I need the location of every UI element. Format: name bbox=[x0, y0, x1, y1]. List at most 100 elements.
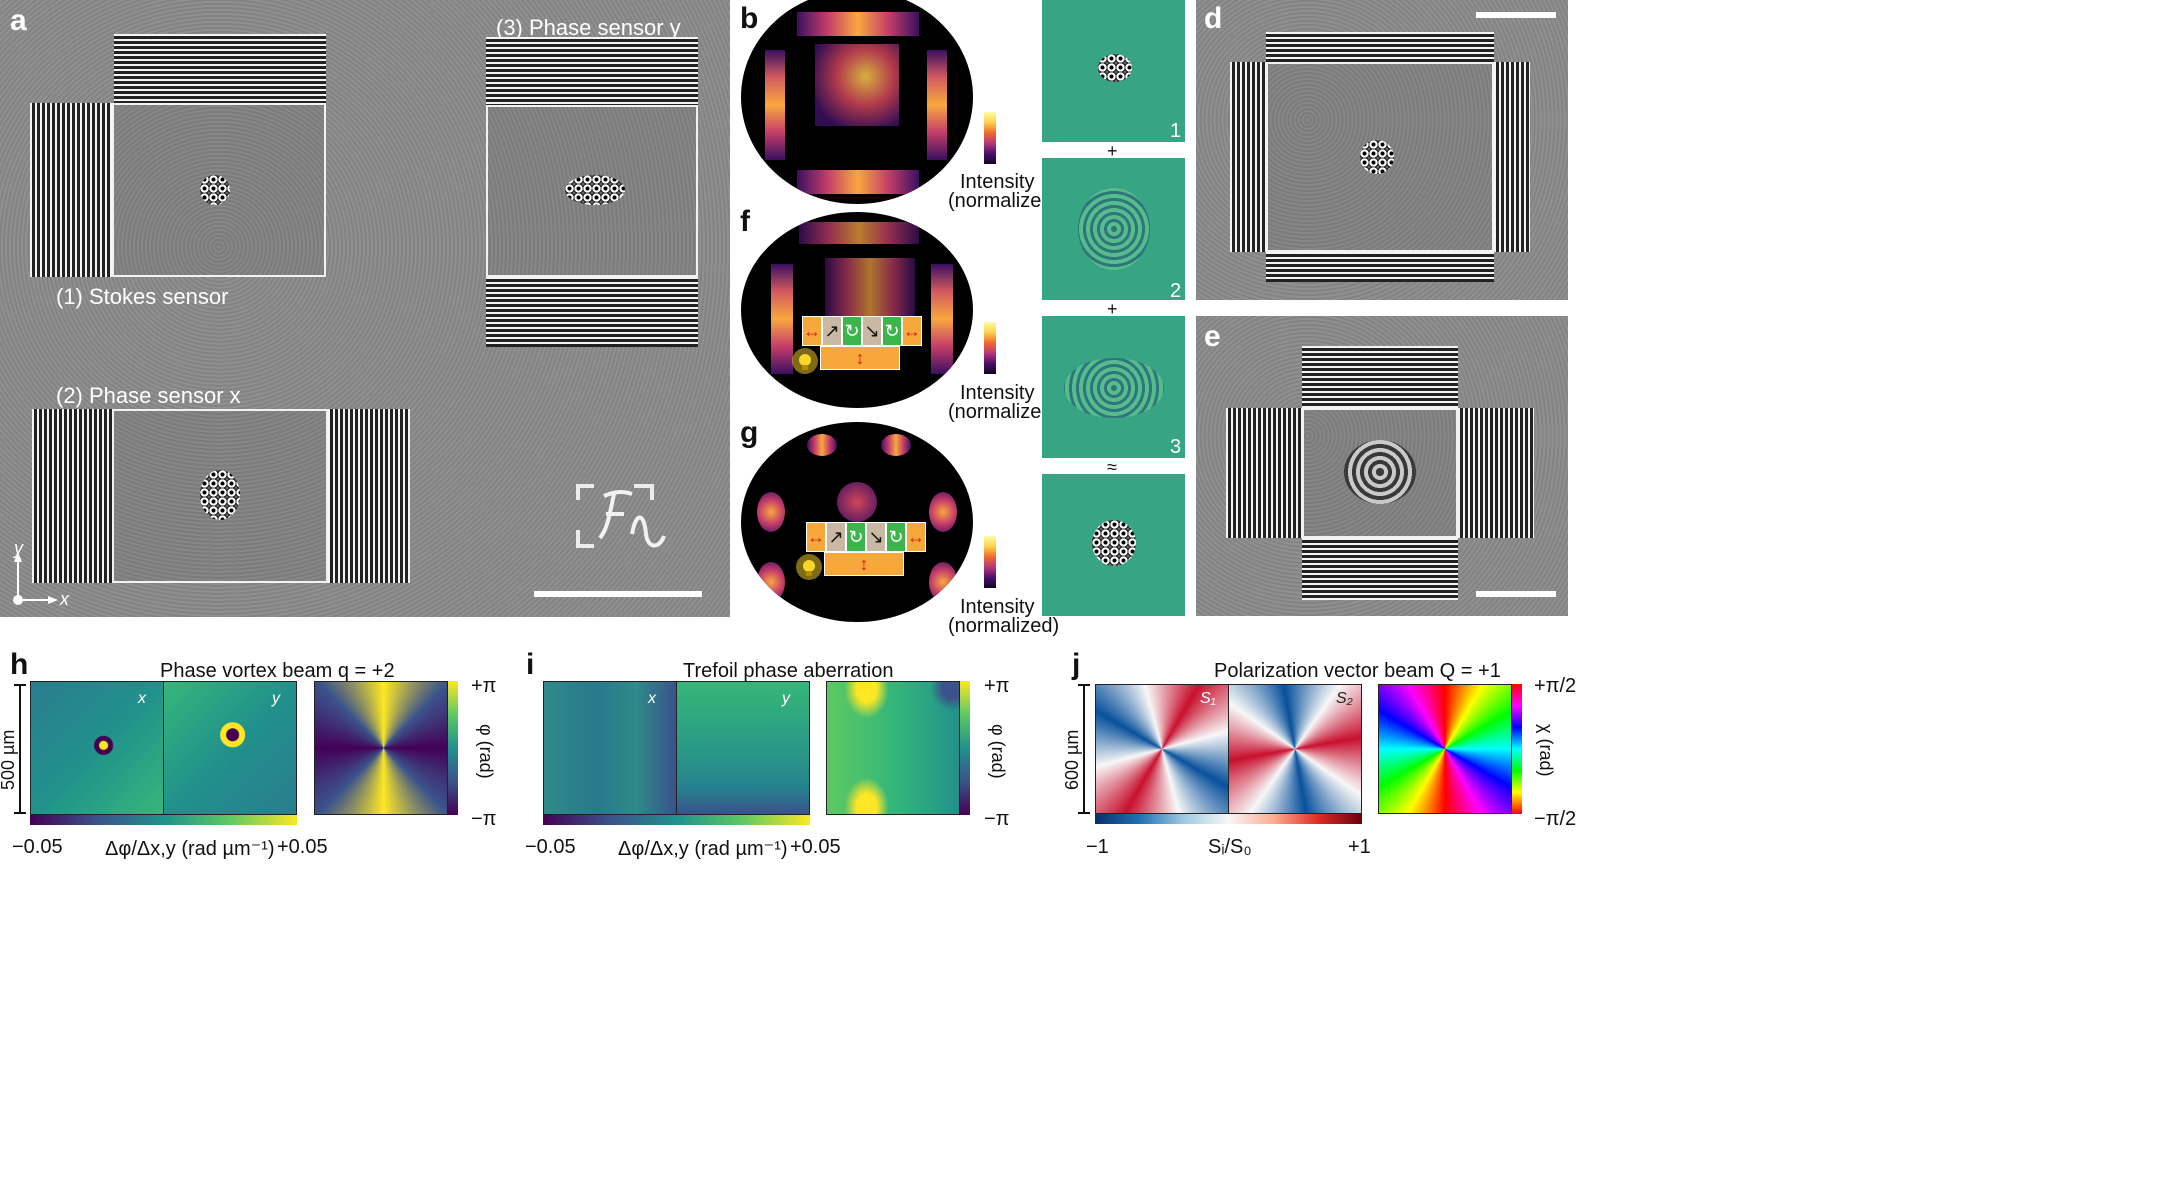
panel-j-sub-2: S₂ bbox=[1336, 690, 1353, 707]
panel-h-phi-min: −π bbox=[471, 808, 497, 830]
phase-y-box bbox=[486, 105, 698, 277]
phase-x-right-grating bbox=[328, 409, 410, 583]
panel-g-colorbar bbox=[984, 536, 996, 588]
panel-i-cbar-label: Δφ/Δx,y (rad µm⁻¹) bbox=[618, 838, 788, 860]
panel-c-op-1: + bbox=[1107, 141, 1118, 161]
panel-j-title: Polarization vector beam Q = +1 bbox=[1214, 660, 1501, 682]
panel-h-y-map bbox=[163, 681, 297, 815]
stokes-left-grating bbox=[30, 103, 114, 277]
stokes-sensor-box bbox=[112, 103, 326, 277]
phase-x-left-grating bbox=[32, 409, 114, 583]
panel-j-chi-label: χ (rad) bbox=[1536, 724, 1556, 777]
panel-c-op-3: ≈ bbox=[1107, 457, 1117, 477]
panel-g-intensity-1: Intensity bbox=[960, 596, 1035, 618]
phase-y-hologram bbox=[565, 175, 625, 205]
panel-e-top-grating bbox=[1302, 346, 1458, 408]
panel-d-bottom-grating bbox=[1266, 252, 1494, 282]
axes-icon bbox=[13, 552, 58, 605]
phase-y-top-grating bbox=[486, 37, 698, 105]
panel-c-item-1-label: 1 bbox=[1170, 120, 1182, 142]
panel-e-scalebar bbox=[1476, 591, 1556, 597]
panel-b-intensity-1: Intensity bbox=[960, 171, 1035, 193]
panel-f-elements: ↔ ↗ ↻ ↘ ↻ ↔ ↕ bbox=[802, 316, 926, 372]
panel-j-sub-1: S₁ bbox=[1200, 690, 1216, 707]
panel-e-letter: e bbox=[1204, 320, 1221, 353]
panel-i-letter: i bbox=[526, 648, 535, 681]
panel-h-sub-y: y bbox=[272, 690, 280, 707]
panel-d-hologram bbox=[1360, 140, 1394, 174]
panel-h-sub-x: x bbox=[138, 690, 146, 707]
panel-g-elements: ↔ ↗ ↻ ↘ ↻ ↔ ↕ bbox=[806, 522, 930, 578]
panel-h-cbar-label: Δφ/Δx,y (rad µm⁻¹) bbox=[105, 838, 275, 860]
panel-a-letter: a bbox=[10, 4, 27, 37]
panel-j-gradient-colorbar bbox=[1095, 814, 1362, 824]
panel-h-scale-bottom bbox=[14, 812, 26, 814]
phase-sensor-y-label: (3) Phase sensor y bbox=[496, 15, 681, 40]
stokes-sensor-label: (1) Stokes sensor bbox=[56, 284, 229, 309]
panel-i-x-map bbox=[543, 681, 677, 815]
panel-g-image bbox=[741, 422, 973, 622]
panel-i-sub-y: y bbox=[782, 690, 790, 707]
panel-d-left-grating bbox=[1230, 62, 1266, 252]
panel-b-colorbar bbox=[984, 112, 996, 164]
panel-h-scale-label: 500 µm bbox=[0, 729, 18, 790]
panel-i-phase-map bbox=[826, 681, 960, 815]
stokes-hologram bbox=[200, 175, 230, 205]
panel-j-scale-line bbox=[1083, 684, 1085, 814]
panel-f-letter: f bbox=[740, 205, 750, 238]
panel-i-cbar-max: +0.05 bbox=[790, 836, 841, 858]
panel-h-title: Phase vortex beam q = +2 bbox=[160, 660, 395, 682]
panel-i-phi-min: −π bbox=[984, 808, 1010, 830]
panel-j-cbar-max: +1 bbox=[1348, 836, 1371, 858]
panel-c-item-2 bbox=[1042, 158, 1185, 300]
panel-d-scalebar bbox=[1476, 12, 1556, 18]
panel-j-s2-map bbox=[1228, 684, 1362, 814]
panel-d-top-grating bbox=[1266, 32, 1494, 64]
panel-j-chi-max: +π/2 bbox=[1534, 675, 1577, 697]
panel-b-intensity-2: (normalized) bbox=[948, 190, 1060, 212]
panel-i-phase-colorbar bbox=[960, 681, 970, 815]
panel-c-op-2: + bbox=[1107, 299, 1118, 319]
logo-icon bbox=[576, 484, 666, 548]
panel-j-letter: j bbox=[1072, 648, 1081, 681]
phase-y-bottom-grating bbox=[486, 277, 698, 347]
panel-h-phi-max: +π bbox=[471, 675, 497, 697]
panel-i-phi-max: +π bbox=[984, 675, 1010, 697]
panel-a-scalebar bbox=[534, 591, 702, 597]
panel-h-phi-label: φ (rad) bbox=[476, 724, 496, 779]
panel-d-letter: d bbox=[1204, 2, 1223, 35]
panel-b-image bbox=[741, 0, 973, 204]
panel-h-cbar-max: +0.05 bbox=[277, 836, 328, 858]
panel-f-intensity-1: Intensity bbox=[960, 382, 1035, 404]
panel-i-sub-x: x bbox=[648, 690, 656, 707]
panel-j-cbar-min: −1 bbox=[1086, 836, 1109, 858]
panel-f-intensity-2: (normalized) bbox=[948, 401, 1060, 423]
panel-e-hologram bbox=[1344, 440, 1416, 504]
panel-j-chi-colorbar bbox=[1512, 684, 1522, 814]
panel-h-scale-line bbox=[19, 684, 21, 814]
panel-j-chi-map bbox=[1378, 684, 1512, 814]
panel-j-scale-label: 600 µm bbox=[1062, 729, 1082, 790]
panel-g-lightbulb-icon bbox=[796, 554, 822, 580]
panel-e-bottom-grating bbox=[1302, 538, 1458, 600]
stokes-top-grating bbox=[114, 34, 326, 104]
panel-h-phase-map bbox=[314, 681, 448, 815]
panel-i-gradient-colorbar bbox=[543, 815, 810, 825]
panel-h-letter: h bbox=[10, 648, 29, 681]
phase-sensor-x-label: (2) Phase sensor x bbox=[56, 383, 241, 408]
panel-h-gradient-colorbar bbox=[30, 815, 297, 825]
panel-h-cbar-min: −0.05 bbox=[12, 836, 63, 858]
axis-x-label: x bbox=[60, 589, 69, 609]
panel-j-cbar-label: Sᵢ/S₀ bbox=[1208, 836, 1252, 858]
panel-e-left-grating bbox=[1226, 408, 1302, 538]
panel-h-x-map bbox=[30, 681, 164, 815]
phase-x-hologram bbox=[200, 470, 240, 520]
panel-i-phi-label: φ (rad) bbox=[988, 724, 1008, 779]
panel-c-item-2-label: 2 bbox=[1170, 280, 1182, 302]
panel-f-colorbar bbox=[984, 322, 996, 374]
panel-c-item-1 bbox=[1042, 0, 1185, 142]
panel-b-letter: b bbox=[740, 2, 759, 35]
panel-e-right-grating bbox=[1458, 408, 1534, 538]
axis-y-label: y bbox=[14, 538, 23, 558]
panel-g-letter: g bbox=[740, 416, 759, 449]
